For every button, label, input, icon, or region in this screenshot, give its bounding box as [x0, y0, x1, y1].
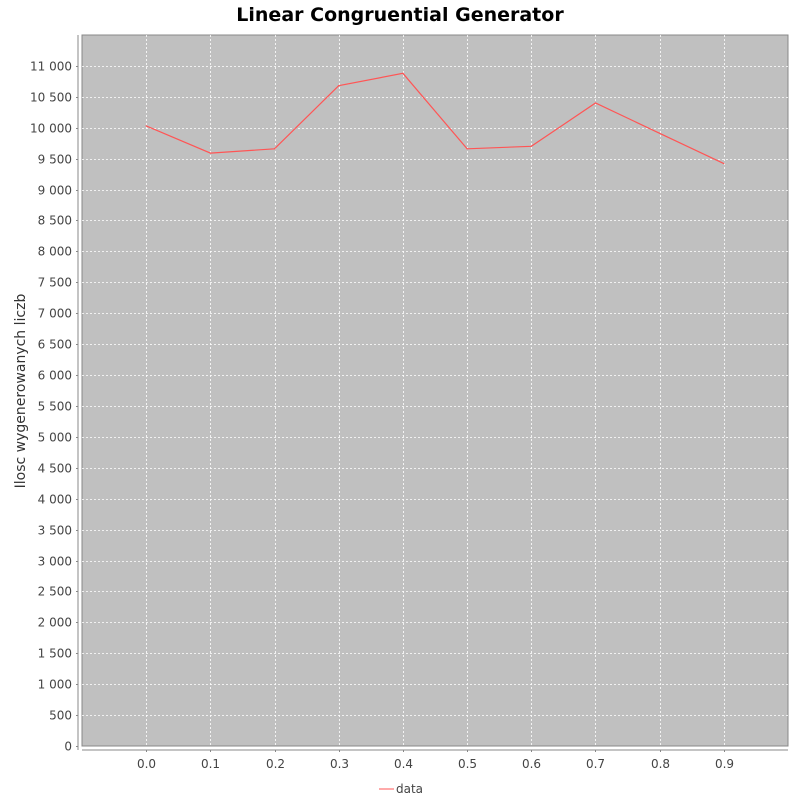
y-axis-ticks: 0 500 1 000 1 500 2 000 2 500 3 000 3 500 4 000 4… — [30, 60, 78, 754]
legend-label: data — [396, 782, 423, 796]
y-tick-label: 2 500 — [38, 585, 72, 599]
y-tick-label: 3 000 — [38, 555, 72, 569]
data-point — [145, 125, 147, 127]
y-tick-label: 0 — [64, 740, 72, 754]
x-tick-label: 0.1 — [201, 757, 220, 771]
axes — [77, 35, 788, 751]
y-tick-label: 1 000 — [38, 678, 72, 692]
y-tick-label: 2 000 — [38, 616, 72, 630]
grid-lines — [82, 35, 788, 746]
y-tick-label: 1 500 — [38, 647, 72, 661]
y-tick-label: 6 500 — [38, 338, 72, 352]
data-point — [466, 148, 468, 150]
x-tick-label: 0.9 — [715, 757, 734, 771]
series-line-data — [145, 72, 725, 165]
y-tick-label: 4 000 — [38, 493, 72, 507]
series-layer — [145, 72, 725, 165]
y-tick-label: 7 000 — [38, 307, 72, 321]
y-tick-label: 9 000 — [38, 184, 72, 198]
x-tick-label: 0.7 — [586, 757, 605, 771]
y-tick-label: 10 000 — [30, 122, 72, 136]
x-tick-label: 0.3 — [330, 757, 349, 771]
legend: data — [379, 782, 423, 796]
y-tick-label: 11 000 — [30, 60, 72, 74]
data-point — [723, 162, 725, 165]
data-point — [659, 132, 661, 134]
y-tick-label: 500 — [49, 709, 72, 723]
y-axis-label: Ilosc wygenerowanych liczb — [13, 294, 29, 489]
y-tick-label: 6 000 — [38, 369, 72, 383]
x-tick-label: 0.0 — [137, 757, 156, 771]
x-tick-label: 0.4 — [394, 757, 413, 771]
y-tick-label: 10 500 — [30, 91, 72, 105]
data-point — [273, 148, 276, 150]
data-point — [338, 85, 340, 87]
y-tick-label: 8 000 — [38, 245, 72, 259]
x-tick-label: 0.8 — [651, 757, 670, 771]
y-tick-label: 7 500 — [38, 276, 72, 290]
y-tick-label: 5 000 — [38, 431, 72, 445]
data-point — [209, 152, 211, 154]
data-point — [530, 145, 532, 147]
plot-area — [81, 34, 789, 747]
data-point — [402, 72, 404, 74]
x-tick-label: 0.6 — [522, 757, 541, 771]
y-tick-label: 8 500 — [38, 214, 72, 228]
y-tick-label: 3 500 — [38, 524, 72, 538]
y-tick-label: 9 500 — [38, 153, 72, 167]
data-point — [594, 102, 597, 104]
x-axis-ticks: 0.0 0.1 0.2 0.3 0.4 0.5 0.6 0.7 0.8 0.9 — [137, 750, 734, 771]
x-tick-label: 0.2 — [266, 757, 285, 771]
x-tick-label: 0.5 — [458, 757, 477, 771]
y-tick-label: 4 500 — [38, 462, 72, 476]
y-tick-label: 5 500 — [38, 400, 72, 414]
chart-title: Linear Congruential Generator — [236, 4, 564, 26]
